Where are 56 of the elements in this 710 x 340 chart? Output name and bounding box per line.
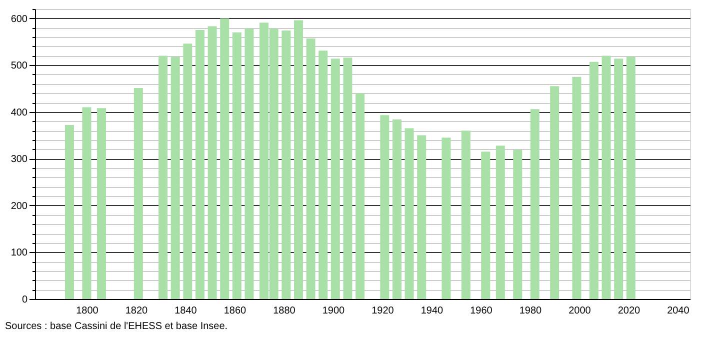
y-tick-label: 200 xyxy=(10,200,28,212)
bar xyxy=(64,125,74,299)
bar xyxy=(158,56,168,299)
bar xyxy=(318,50,328,299)
bar xyxy=(442,138,451,299)
bar xyxy=(183,44,192,299)
y-tick-label: 400 xyxy=(10,107,28,118)
bar xyxy=(220,18,230,299)
bar xyxy=(380,115,390,299)
bar xyxy=(496,146,505,299)
x-tick-label: 2020 xyxy=(618,306,640,316)
bar xyxy=(294,20,303,299)
x-tick-label: 1860 xyxy=(224,306,247,316)
x-tick-label: 1940 xyxy=(420,306,444,316)
bar xyxy=(550,86,560,299)
bar xyxy=(232,32,242,299)
x-tick-label: 1880 xyxy=(273,306,296,316)
bar xyxy=(330,58,340,299)
bar xyxy=(481,152,490,299)
y-tick-label: 100 xyxy=(10,248,28,259)
x-tick-label: 1980 xyxy=(519,306,542,316)
source-note: Sources : base Cassini de l'EHESS et base Insee. xyxy=(5,321,228,332)
x-tick-label: 2040 xyxy=(667,306,690,316)
x-tick-label: 1920 xyxy=(372,306,394,316)
bar xyxy=(306,38,316,299)
bar xyxy=(392,119,402,299)
bar xyxy=(626,56,636,299)
x-tick-label: 1800 xyxy=(76,306,99,316)
x-tick-label: 2000 xyxy=(568,306,592,316)
bar xyxy=(530,109,540,299)
bar xyxy=(282,30,291,299)
bar xyxy=(614,58,624,299)
bar xyxy=(208,26,217,299)
bar xyxy=(343,58,352,299)
x-tick-label: 1820 xyxy=(125,306,148,316)
bar xyxy=(513,150,522,299)
bar xyxy=(356,93,365,299)
bar xyxy=(170,56,180,299)
bar xyxy=(82,107,92,299)
bar xyxy=(96,108,106,299)
y-tick-label: 600 xyxy=(10,14,28,25)
bar xyxy=(134,88,143,299)
y-tick-label: 300 xyxy=(10,154,28,166)
bar xyxy=(572,76,582,299)
y-tick-label: 500 xyxy=(10,60,28,72)
y-tick-label: 0 xyxy=(22,294,28,306)
x-tick-label: 1900 xyxy=(322,306,346,316)
bar xyxy=(404,128,414,299)
x-tick-label: 1960 xyxy=(470,306,493,316)
bar xyxy=(417,135,426,299)
bar xyxy=(602,56,611,299)
bar xyxy=(195,30,204,299)
bar xyxy=(461,130,470,299)
x-tick-label: 1840 xyxy=(174,306,198,316)
bar xyxy=(589,62,598,299)
bar xyxy=(244,28,254,299)
